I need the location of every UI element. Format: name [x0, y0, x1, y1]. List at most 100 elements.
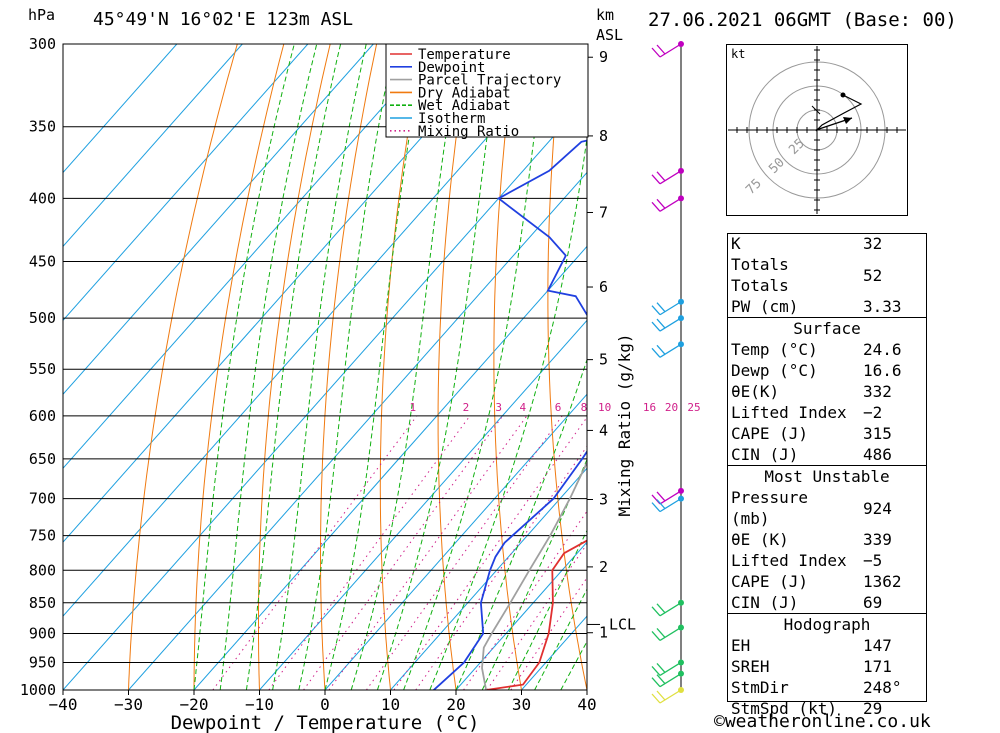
x-tick-label: 0	[320, 695, 330, 714]
index-value: 486	[863, 445, 892, 464]
index-label: Dewp (°C)	[731, 361, 818, 380]
wind-barb-flag	[651, 677, 661, 688]
wind-barb-staff	[659, 689, 682, 704]
index-label: K	[731, 234, 741, 253]
index-label: Temp (°C)	[731, 340, 818, 359]
km-tick-label: 7	[599, 203, 608, 221]
location-title: 45°49'N 16°02'E 123m ASL	[93, 9, 354, 30]
pressure-tick-label: 900	[29, 624, 56, 642]
index-value: 248°	[863, 678, 902, 697]
mixing-ratio-axis-title: Mixing Ratio (g/kg)	[615, 333, 634, 516]
pressure-tick-label: 550	[29, 360, 56, 378]
wind-barb-flag	[651, 305, 661, 316]
mixing-ratio-label: 2	[463, 401, 470, 414]
pressure-unit-label: hPa	[28, 6, 56, 24]
x-tick-label: 20	[446, 695, 465, 714]
wind-barb-flag	[651, 693, 661, 704]
copyright-label[interactable]: ©weatheronline.co.uk	[714, 711, 931, 732]
index-row: Lifted Index −5	[727, 550, 927, 571]
km-unit-label: km	[596, 6, 615, 24]
x-tick-label: −40	[49, 695, 78, 714]
wind-barb-flag	[656, 663, 666, 673]
km-tick-label: 2	[599, 558, 608, 576]
mixing-ratio-line	[365, 415, 563, 690]
series-dewpoint	[433, 139, 587, 690]
isotherm-line	[455, 541, 587, 690]
storm-marker	[811, 105, 821, 115]
mixing-ratio-line	[415, 445, 587, 690]
index-label: CAPE (J)	[731, 424, 809, 443]
mixing-ratio-label: 1	[410, 401, 417, 414]
wind-barb-staff	[659, 343, 682, 358]
section-header: Most Unstable	[727, 465, 927, 487]
wind-barb-flag	[656, 198, 666, 209]
hodograph-ticks	[736, 49, 898, 211]
index-row: CIN (J) 486	[727, 444, 927, 466]
mixing-ratio-label: 8	[581, 401, 588, 414]
series-parcel-trajectory	[481, 460, 587, 690]
wind-barb-flag	[656, 302, 666, 313]
index-row: PW (cm) 3.33	[727, 296, 927, 318]
index-row: θE(K) 332	[727, 381, 927, 402]
index-label: EH	[731, 636, 751, 655]
wind-barb-flag	[651, 666, 661, 676]
wind-barb-column	[651, 41, 684, 704]
wind-barb-flag	[651, 321, 661, 332]
index-row: Dewp (°C) 16.6	[727, 360, 927, 381]
isotherm-line	[128, 171, 587, 690]
km-tick-label: 9	[599, 48, 608, 66]
km-tick-label: 4	[599, 421, 608, 439]
mixing-ratio-label: 20	[665, 401, 678, 414]
mixing-ratio-line	[212, 415, 418, 690]
wind-barb-flag	[651, 631, 661, 641]
lcl-label: LCL	[609, 615, 636, 633]
pressure-tick-label: 400	[29, 189, 56, 207]
pressure-tick-label: 350	[29, 118, 56, 136]
wind-barb-flag	[651, 347, 661, 358]
mixing-ratio-line	[393, 416, 587, 690]
km-tick-label: 1	[599, 624, 608, 642]
km-tick-label: 5	[599, 351, 608, 369]
dry-adiabat-line	[128, 44, 238, 690]
legend-label: Isotherm	[418, 111, 485, 127]
isotherm-line	[324, 393, 587, 690]
x-tick-label: −20	[180, 695, 209, 714]
mixing-ratio-label: 16	[643, 401, 656, 414]
index-row: CAPE (J) 1362	[727, 571, 927, 592]
km-tick-label: 3	[599, 490, 608, 508]
wind-barb-flag	[656, 318, 666, 329]
index-value: 171	[863, 657, 892, 676]
index-label: θE(K)	[731, 382, 780, 401]
x-tick-label: 40	[577, 695, 596, 714]
wet-adiabat-line	[403, 44, 547, 690]
wet-adiabat-line	[534, 588, 587, 690]
index-row: Pressure (mb) 924	[727, 487, 927, 529]
mixing-ratio-label: 25	[687, 401, 700, 414]
index-row: Lifted Index −2	[727, 402, 927, 423]
wind-barb-staff	[659, 498, 682, 513]
wind-barb-staff	[659, 602, 682, 617]
isotherm-line	[63, 44, 309, 322]
x-tick-label: 30	[512, 695, 531, 714]
index-row: StmDir 248°	[727, 677, 927, 698]
index-label: Totals Totals	[731, 255, 789, 295]
index-value: 29	[863, 699, 883, 718]
km-tick-label: 8	[599, 127, 608, 145]
mixing-ratio-line	[510, 576, 587, 690]
index-label: StmDir	[731, 678, 789, 697]
wind-barb-flag	[656, 344, 666, 355]
wind-barb-flag	[651, 606, 661, 617]
mixing-ratio-labels: 1 2 3 4 6 8 10 16 20 25	[410, 401, 701, 414]
index-row: CAPE (J) 315	[727, 423, 927, 444]
index-value: −5	[863, 551, 883, 570]
legend-label: Wet Adiabat	[418, 98, 511, 114]
index-row: Totals Totals 52	[727, 254, 927, 296]
storm-motion-arrowhead	[843, 117, 852, 124]
wind-barb-staff	[659, 197, 682, 212]
mixing-ratio-line	[463, 510, 587, 690]
index-row: SREH 171	[727, 656, 927, 677]
legend-label: Parcel Trajectory	[418, 73, 561, 89]
surface-title: Surface	[727, 317, 927, 339]
isotherm-line	[63, 44, 374, 396]
